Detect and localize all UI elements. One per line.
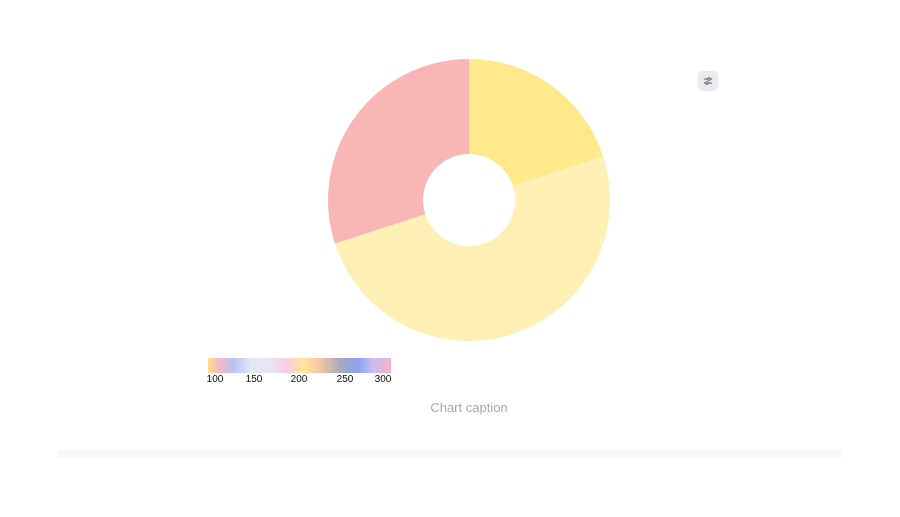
donut-slice-C[interactable] (328, 59, 469, 244)
legend-tick: 250 (336, 374, 354, 385)
legend-tick: 200 (290, 374, 308, 385)
donut-slice-A[interactable] (469, 59, 604, 186)
legend-tick: 150 (245, 374, 263, 385)
color-scale-legend (208, 358, 391, 373)
legend-tick: 100 (206, 374, 224, 385)
footer-strip (58, 450, 842, 458)
chart-caption: Chart caption (430, 400, 508, 415)
legend-tick: 300 (374, 374, 392, 385)
donut-slice-B[interactable] (334, 156, 611, 341)
sliders-icon (704, 77, 712, 85)
chart-settings-button[interactable] (698, 71, 718, 91)
